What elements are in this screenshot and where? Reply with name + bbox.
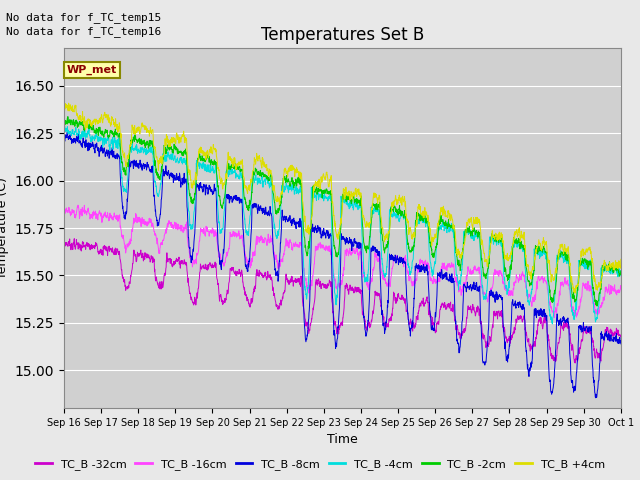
- TC_B -2cm: [371, 203, 379, 209]
- X-axis label: Time: Time: [327, 433, 358, 446]
- TC_B -4cm: [548, 321, 556, 327]
- Legend: TC_B -32cm, TC_B -16cm, TC_B -8cm, TC_B -4cm, TC_B -2cm, TC_B +4cm: TC_B -32cm, TC_B -16cm, TC_B -8cm, TC_B …: [31, 455, 609, 474]
- TC_B -32cm: [568, 348, 575, 353]
- TC_B -8cm: [584, 325, 591, 331]
- Line: TC_B -16cm: TC_B -16cm: [64, 205, 621, 318]
- TC_B -2cm: [64, 114, 72, 120]
- TC_B +4cm: [359, 210, 367, 216]
- TC_B -16cm: [371, 259, 379, 264]
- TC_B -4cm: [60, 120, 68, 126]
- TC_B -2cm: [359, 224, 367, 230]
- TC_B -8cm: [60, 132, 68, 138]
- TC_B -4cm: [617, 273, 625, 278]
- TC_B +4cm: [572, 290, 579, 296]
- TC_B -32cm: [60, 235, 68, 241]
- TC_B -2cm: [60, 119, 68, 125]
- TC_B -16cm: [584, 284, 591, 289]
- Line: TC_B -4cm: TC_B -4cm: [64, 123, 621, 324]
- TC_B -8cm: [216, 255, 223, 261]
- TC_B -4cm: [60, 126, 68, 132]
- TC_B +4cm: [216, 175, 223, 181]
- TC_B -16cm: [60, 208, 68, 214]
- TC_B +4cm: [504, 255, 512, 261]
- TC_B +4cm: [584, 246, 591, 252]
- TC_B -16cm: [550, 315, 558, 321]
- Text: No data for f_TC_temp16: No data for f_TC_temp16: [6, 26, 162, 37]
- TC_B -4cm: [359, 246, 367, 252]
- TC_B -4cm: [216, 220, 223, 226]
- TC_B +4cm: [65, 100, 72, 106]
- TC_B +4cm: [568, 276, 575, 282]
- TC_B -4cm: [504, 283, 512, 289]
- TC_B -32cm: [371, 296, 379, 301]
- TC_B -32cm: [504, 337, 512, 343]
- TC_B -2cm: [568, 289, 575, 295]
- Line: TC_B -2cm: TC_B -2cm: [64, 117, 621, 306]
- TC_B -8cm: [504, 355, 512, 361]
- Text: WP_met: WP_met: [67, 65, 117, 75]
- Y-axis label: Temperature (C): Temperature (C): [0, 177, 9, 279]
- TC_B -32cm: [572, 360, 579, 366]
- Title: Temperatures Set B: Temperatures Set B: [260, 25, 424, 44]
- TC_B -32cm: [617, 333, 625, 338]
- Line: TC_B -32cm: TC_B -32cm: [64, 238, 621, 363]
- TC_B -2cm: [593, 303, 601, 309]
- TC_B -32cm: [216, 298, 223, 304]
- TC_B -8cm: [592, 395, 600, 401]
- Line: TC_B -8cm: TC_B -8cm: [64, 132, 621, 398]
- TC_B -16cm: [568, 307, 576, 312]
- TC_B -16cm: [74, 202, 82, 208]
- TC_B -8cm: [568, 377, 575, 383]
- TC_B -32cm: [60, 239, 68, 245]
- TC_B +4cm: [617, 256, 625, 262]
- TC_B -8cm: [371, 245, 379, 251]
- TC_B -4cm: [568, 309, 576, 315]
- TC_B -8cm: [617, 341, 625, 347]
- TC_B -32cm: [584, 328, 591, 334]
- TC_B -2cm: [584, 258, 591, 264]
- TC_B -2cm: [216, 194, 223, 200]
- TC_B -4cm: [584, 263, 591, 268]
- TC_B -16cm: [216, 253, 223, 259]
- TC_B -32cm: [359, 309, 367, 315]
- TC_B -16cm: [504, 288, 512, 294]
- TC_B -8cm: [63, 129, 71, 134]
- Text: No data for f_TC_temp15: No data for f_TC_temp15: [6, 12, 162, 23]
- TC_B -16cm: [359, 266, 367, 272]
- TC_B -16cm: [617, 286, 625, 291]
- TC_B -4cm: [371, 205, 379, 211]
- Line: TC_B +4cm: TC_B +4cm: [64, 103, 621, 293]
- TC_B -2cm: [504, 276, 512, 282]
- TC_B +4cm: [60, 107, 68, 112]
- TC_B -2cm: [617, 268, 625, 274]
- TC_B -8cm: [359, 296, 367, 301]
- TC_B +4cm: [371, 191, 379, 197]
